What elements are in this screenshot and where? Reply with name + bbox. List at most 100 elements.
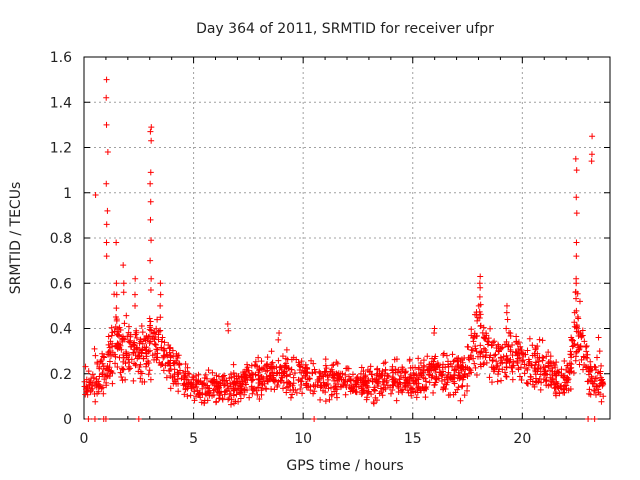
- data-point: [572, 155, 579, 162]
- data-point: [524, 347, 531, 354]
- data-point: [109, 380, 116, 387]
- data-point: [377, 372, 384, 379]
- x-tick-label: 20: [513, 431, 531, 447]
- data-point: [98, 385, 105, 392]
- data-point: [503, 325, 510, 332]
- data-point: [591, 416, 598, 422]
- data-point: [268, 385, 275, 392]
- data-point: [132, 302, 139, 309]
- data-point: [458, 356, 465, 363]
- data-point: [548, 365, 555, 372]
- data-point: [169, 347, 176, 354]
- data-point: [230, 385, 237, 392]
- data-point: [563, 382, 570, 389]
- data-point: [431, 381, 438, 388]
- data-point: [165, 342, 172, 349]
- data-point: [302, 361, 309, 368]
- data-point: [554, 383, 561, 390]
- data-point: [451, 367, 458, 374]
- data-point: [163, 374, 170, 381]
- data-point: [541, 364, 548, 371]
- data-point: [594, 369, 601, 376]
- data-point: [276, 330, 283, 337]
- data-point: [328, 392, 335, 399]
- data-point: [486, 374, 493, 381]
- data-point: [131, 339, 138, 346]
- data-point: [104, 363, 111, 370]
- data-point: [344, 378, 351, 385]
- data-point: [285, 365, 292, 372]
- data-point: [191, 397, 198, 404]
- data-point: [578, 356, 585, 363]
- data-point: [322, 362, 329, 369]
- data-point: [488, 379, 495, 386]
- data-point: [364, 384, 371, 391]
- data-point: [569, 337, 576, 344]
- data-point: [433, 375, 440, 382]
- data-point: [600, 381, 607, 388]
- data-point: [159, 334, 166, 341]
- data-point: [474, 353, 481, 360]
- data-point: [290, 386, 297, 393]
- data-point: [450, 374, 457, 381]
- data-point: [450, 358, 457, 365]
- data-point: [573, 348, 580, 355]
- data-point: [592, 364, 599, 371]
- data-point: [586, 386, 593, 393]
- data-point: [573, 349, 580, 356]
- data-point: [541, 368, 548, 375]
- data-point: [521, 370, 528, 377]
- data-point: [574, 314, 581, 321]
- data-point: [557, 383, 564, 390]
- data-point: [139, 340, 146, 347]
- data-point: [449, 351, 456, 358]
- data-point: [269, 363, 276, 370]
- data-point: [238, 374, 245, 381]
- data-point: [287, 387, 294, 394]
- data-point: [205, 367, 212, 374]
- data-point: [596, 348, 603, 355]
- data-point: [423, 384, 430, 391]
- data-point: [459, 359, 466, 366]
- data-point: [465, 354, 472, 361]
- y-tick-label: 0.8: [50, 231, 72, 247]
- data-point: [311, 366, 318, 373]
- data-point: [330, 361, 337, 368]
- data-point: [322, 369, 329, 376]
- data-point: [539, 337, 546, 344]
- data-point: [96, 365, 103, 372]
- data-point: [146, 367, 153, 374]
- data-point: [289, 391, 296, 398]
- data-point: [445, 392, 452, 399]
- data-point: [477, 342, 484, 349]
- data-point: [230, 369, 237, 376]
- data-point: [201, 399, 208, 406]
- y-tick-label: 1: [63, 186, 72, 202]
- data-point: [143, 344, 150, 351]
- data-point: [226, 395, 233, 402]
- data-point: [516, 354, 523, 361]
- data-point: [176, 367, 183, 374]
- data-point: [256, 395, 263, 402]
- data-point: [130, 350, 137, 357]
- data-point: [503, 373, 510, 380]
- data-point: [509, 376, 516, 383]
- data-point: [147, 169, 154, 176]
- data-point: [412, 377, 419, 384]
- x-tick-label: 5: [189, 431, 198, 447]
- data-point: [163, 351, 170, 358]
- data-point: [191, 388, 198, 395]
- data-point: [415, 366, 422, 373]
- data-point: [150, 330, 157, 337]
- data-point: [278, 366, 285, 373]
- data-point: [105, 349, 112, 356]
- data-point: [153, 325, 160, 332]
- data-point: [452, 389, 459, 396]
- data-point: [583, 343, 590, 350]
- data-point: [142, 337, 149, 344]
- x-tick-label: 15: [404, 431, 422, 447]
- data-point: [410, 380, 417, 387]
- data-point: [358, 385, 365, 392]
- data-point: [368, 371, 375, 378]
- data-point: [439, 368, 446, 375]
